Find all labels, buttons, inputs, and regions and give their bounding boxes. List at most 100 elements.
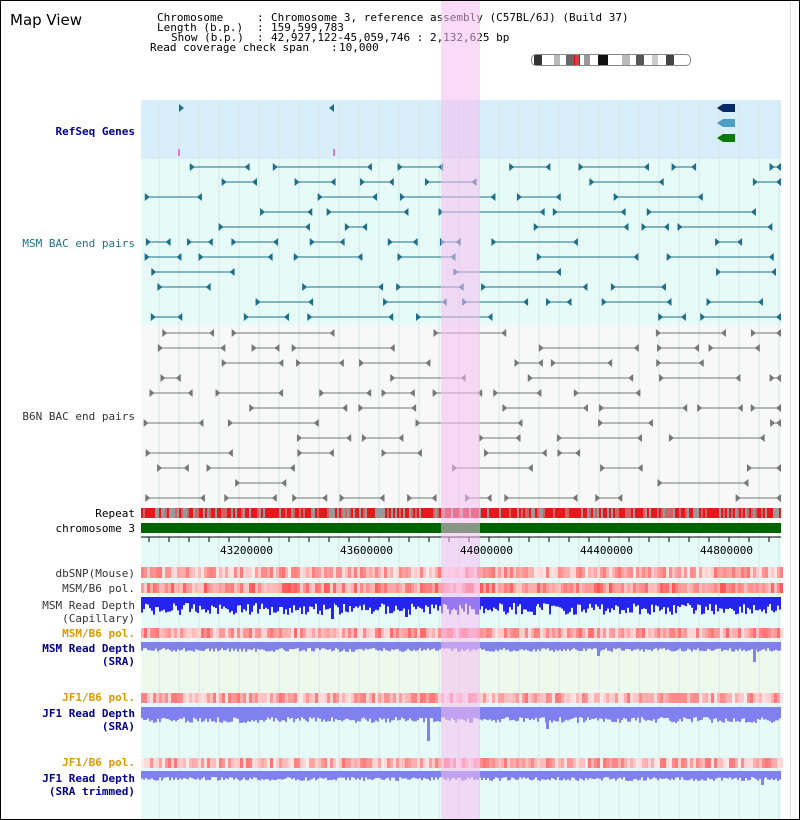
b6n-bac-end-marker bbox=[289, 464, 295, 472]
repeat-segment bbox=[647, 508, 649, 518]
heat-cell bbox=[645, 758, 648, 768]
msm-capillary-depth-bar bbox=[247, 597, 249, 605]
heat-cell bbox=[507, 567, 510, 578]
heat-cell bbox=[702, 628, 705, 638]
jf1-sra-depth-bar bbox=[257, 707, 259, 723]
heat-cell bbox=[159, 693, 162, 703]
heat-cell bbox=[636, 567, 639, 578]
msm-sra-depth-bar bbox=[499, 642, 501, 650]
jf1-sra-depth-bar bbox=[151, 707, 153, 721]
jf1-b6-pol-label: JF1/B6 pol. bbox=[62, 691, 135, 704]
heat-cell bbox=[588, 628, 591, 638]
vertical-scrollbar[interactable] bbox=[790, 1, 799, 819]
heat-cell bbox=[561, 758, 564, 768]
jf1-sra-depth-bar bbox=[283, 707, 285, 721]
heat-cell bbox=[264, 758, 267, 768]
msm-sra-depth-bar bbox=[579, 642, 581, 651]
heat-cell bbox=[405, 567, 408, 578]
msm-sra-depth-bar bbox=[197, 642, 199, 651]
msm-capillary-depth-bar bbox=[307, 597, 309, 612]
heat-cell bbox=[312, 567, 315, 578]
repeat-segment bbox=[675, 508, 677, 518]
heat-cell bbox=[366, 583, 369, 593]
b6n-bac-end-marker bbox=[647, 419, 653, 427]
heat-cell bbox=[291, 628, 294, 638]
heat-cell bbox=[648, 628, 651, 638]
jf1-trim-depth-bar bbox=[593, 771, 595, 780]
msm-capillary-depth-bar bbox=[215, 597, 217, 608]
repeat-segment bbox=[249, 508, 251, 518]
jf1-sra-depth-bar bbox=[181, 707, 183, 719]
msm-capillary-depth-bar bbox=[557, 597, 559, 607]
heat-cell bbox=[732, 567, 735, 578]
msm-sra-depth-bar bbox=[339, 642, 341, 652]
jf1-trim-depth-bar bbox=[257, 771, 259, 780]
msm-capillary-depth-bar bbox=[549, 597, 551, 615]
heat-cell bbox=[534, 693, 537, 703]
repeat-segment bbox=[729, 508, 731, 518]
msm-bac-end-marker bbox=[176, 253, 182, 261]
jf1-trim-depth-bar bbox=[227, 771, 229, 780]
heat-cell bbox=[381, 758, 384, 768]
msm-capillary-depth-bar bbox=[717, 597, 719, 612]
msm-sra-depth-bar bbox=[725, 642, 727, 650]
repeat-segment bbox=[683, 508, 685, 518]
repeat-segment bbox=[201, 508, 203, 518]
msm-sra-depth-bar bbox=[503, 642, 505, 649]
heat-cell bbox=[588, 567, 591, 578]
repeat-segment bbox=[375, 508, 377, 518]
heat-cell bbox=[624, 693, 627, 703]
heat-cell bbox=[222, 567, 225, 578]
heat-cell bbox=[774, 693, 777, 703]
heat-cell bbox=[657, 583, 660, 593]
heat-cell bbox=[747, 583, 750, 593]
msm-capillary-depth-bar bbox=[427, 597, 429, 607]
msm-sra-depth-bar bbox=[151, 642, 153, 651]
jf1-sra-depth-bar bbox=[239, 707, 241, 723]
heat-cell bbox=[312, 628, 315, 638]
jf1-trim-depth-bar bbox=[411, 771, 413, 779]
b6n-bac-end-marker bbox=[227, 449, 233, 457]
repeat-segment bbox=[641, 508, 643, 518]
heat-cell bbox=[711, 567, 714, 578]
msm-capillary-depth-bar bbox=[201, 597, 203, 610]
heat-cell bbox=[519, 567, 522, 578]
chromosome-ideogram[interactable] bbox=[531, 54, 691, 66]
msm-sra-depth-bar bbox=[701, 642, 703, 651]
jf1-trim-depth-bar bbox=[623, 771, 625, 778]
heat-cell bbox=[675, 628, 678, 638]
heat-cell bbox=[762, 567, 765, 578]
repeat-segment bbox=[395, 508, 397, 518]
b6n-bac-end-marker bbox=[537, 359, 543, 367]
heat-cell bbox=[687, 758, 690, 768]
heat-cell bbox=[486, 567, 489, 578]
jf1-sra-depth-bar bbox=[555, 707, 557, 722]
heat-cell bbox=[768, 628, 771, 638]
msm-capillary-depth-bar bbox=[353, 597, 355, 609]
jf1-trim-depth-bar bbox=[281, 771, 283, 780]
highlight-region[interactable] bbox=[441, 1, 480, 819]
msm-sra-depth-bar bbox=[641, 642, 643, 650]
heat-cell bbox=[606, 758, 609, 768]
b6n-bac-end-marker bbox=[743, 479, 749, 487]
jf1-sra-depth-bar bbox=[395, 707, 397, 718]
jf1-sra-depth-bar bbox=[713, 707, 715, 719]
heat-cell bbox=[228, 583, 231, 593]
jf1-trim-depth-bar bbox=[535, 771, 537, 778]
jf1-sra-depth-bar bbox=[159, 707, 161, 723]
ideogram-band bbox=[584, 55, 590, 65]
jf1-trim-depth-bar bbox=[261, 771, 263, 779]
jf1-trim-depth-bar bbox=[397, 771, 399, 781]
msm-sra-depth-bar bbox=[373, 642, 375, 649]
repeat-segment bbox=[421, 508, 423, 518]
heat-cell bbox=[141, 693, 144, 703]
heat-cell bbox=[255, 693, 258, 703]
heat-cell bbox=[204, 583, 207, 593]
jf1-trim-depth-bar bbox=[219, 771, 221, 781]
repeat-segment bbox=[627, 508, 629, 518]
jf1-trim-depth-bar bbox=[267, 771, 269, 780]
msm-capillary-depth-bar bbox=[421, 597, 423, 609]
heat-cell bbox=[555, 693, 558, 703]
jf1-sra-depth-bar bbox=[265, 707, 267, 720]
refseq-gene-feature bbox=[717, 104, 735, 112]
